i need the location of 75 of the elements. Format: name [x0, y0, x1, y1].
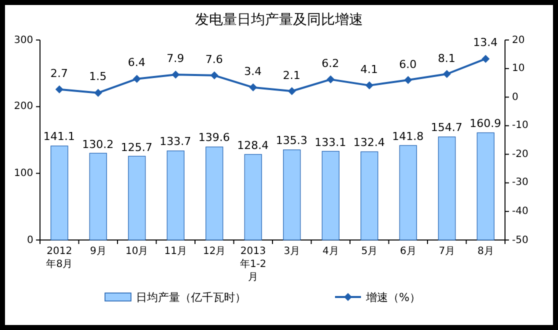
- data-label: 6.4: [128, 56, 146, 70]
- data-label: 154.7: [430, 121, 462, 134]
- point: [442, 70, 451, 78]
- y2-tick-label: -40: [512, 206, 528, 217]
- chart-title: 发电量日均产量及同比增速: [195, 11, 363, 29]
- y2-tick-label: 10: [512, 63, 525, 74]
- bar: [438, 136, 456, 240]
- data-label: 2.1: [282, 68, 300, 82]
- bar: [360, 151, 378, 240]
- bar: [476, 132, 494, 240]
- y-tick-label: 200: [14, 101, 34, 112]
- data-label: 133.7: [160, 135, 192, 148]
- y-tick-label: 100: [14, 168, 34, 179]
- x-tick-label: 8月: [476, 245, 495, 258]
- data-label: 3.4: [244, 64, 262, 78]
- x-tick-label: 7月: [438, 245, 456, 258]
- x-tick-label: 10月: [124, 245, 150, 258]
- point: [210, 71, 218, 80]
- point: [482, 54, 490, 63]
- x-tick-label: 3月: [282, 245, 302, 258]
- point: [55, 85, 64, 94]
- x-tick-label: 11月: [163, 245, 188, 258]
- bar: [283, 150, 301, 240]
- data-label: 135.3: [276, 134, 308, 148]
- bar: [89, 152, 107, 240]
- data-label: 6.2: [322, 56, 340, 70]
- bar: [206, 146, 224, 240]
- data-label: 160.9: [470, 117, 502, 130]
- y-tick-label: 300: [14, 34, 34, 46]
- point: [94, 88, 102, 97]
- y2-tick-label: 20: [512, 34, 525, 46]
- data-label: 128.4: [237, 138, 269, 152]
- point: [249, 83, 258, 92]
- data-label: 132.4: [353, 136, 385, 150]
- data-label: 4.1: [360, 62, 378, 76]
- bar: [128, 156, 146, 240]
- data-label: 125.7: [120, 140, 152, 154]
- y2-tick-label: -20: [512, 148, 528, 160]
- data-label: 130.2: [82, 138, 114, 151]
- y2-tick-label: 0: [512, 92, 518, 103]
- legend-label: 增速（%）: [366, 290, 420, 304]
- point: [172, 70, 180, 79]
- x-tick-label: 9月: [88, 245, 108, 258]
- legend-label: 日均产量（亿千瓦时）: [136, 290, 246, 304]
- point: [365, 81, 374, 90]
- point: [404, 76, 412, 84]
- y2-tick-label: -30: [512, 177, 528, 188]
- bar: [244, 154, 262, 240]
- bar: [166, 150, 184, 240]
- y2-tick-label: -50: [512, 234, 528, 246]
- data-label: 2.7: [50, 66, 68, 80]
- data-label: 13.4: [473, 36, 498, 50]
- data-label: 1.5: [89, 70, 107, 84]
- data-label: 7.9: [166, 52, 184, 66]
- bar: [50, 146, 68, 240]
- x-tick-label: 6月: [398, 245, 418, 258]
- y-tick-label: 0: [27, 234, 34, 246]
- data-label: 139.6: [198, 131, 230, 144]
- data-label: 141.8: [392, 130, 424, 143]
- data-label: 7.6: [205, 52, 223, 66]
- bar: [322, 150, 340, 240]
- data-label: 8.1: [438, 52, 456, 64]
- x-tick-label: 2013年1-2月: [238, 245, 268, 284]
- point: [326, 75, 335, 84]
- x-tick-label: 4月: [321, 245, 340, 258]
- bar: [399, 145, 417, 240]
- x-tick-label: 2012年8月: [45, 245, 74, 271]
- data-label: 141.1: [43, 130, 75, 144]
- x-tick-label: 5月: [360, 245, 379, 258]
- data-label: 6.0: [399, 58, 417, 70]
- y2-tick-label: -10: [512, 120, 528, 132]
- point: [288, 87, 296, 96]
- point: [132, 74, 141, 83]
- x-tick-label: 12月: [202, 245, 227, 258]
- data-label: 133.1: [314, 136, 346, 149]
